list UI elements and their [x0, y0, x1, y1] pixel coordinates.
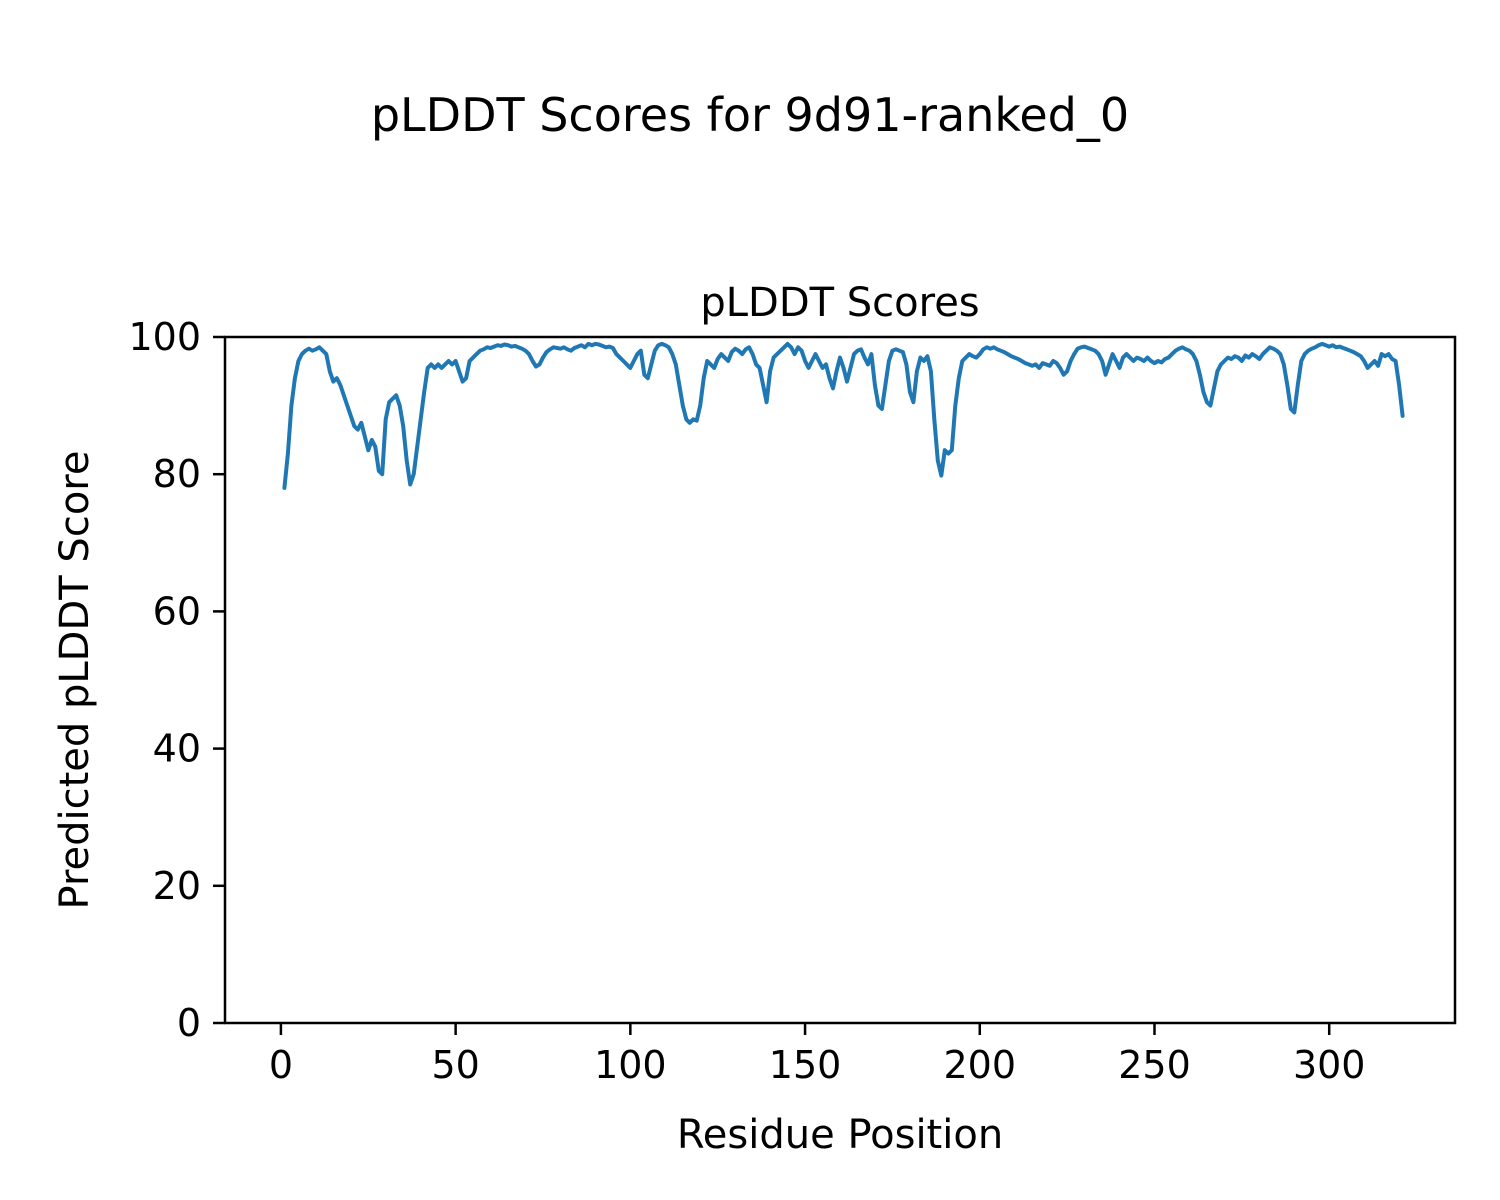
figure-suptitle: pLDDT Scores for 9d91-ranked_0	[370, 88, 1130, 142]
y-tick-label: 80	[153, 452, 201, 496]
y-tick-label: 60	[153, 589, 201, 633]
pLDDT-line	[282, 341, 1405, 490]
axes-title: pLDDT Scores	[700, 280, 980, 326]
x-tick-label: 150	[769, 1043, 842, 1087]
axes-spines	[223, 335, 1457, 1025]
y-tick-label: 0	[177, 1001, 201, 1045]
x-tick-label: 300	[1293, 1043, 1366, 1087]
y-tick-label: 100	[128, 315, 201, 359]
x-tick-label: 100	[594, 1043, 667, 1087]
x-axis-label: Residue Position	[676, 1112, 1004, 1158]
x-tick-label: 250	[1118, 1043, 1191, 1087]
x-tick-label: 50	[431, 1043, 479, 1087]
x-tick-label: 0	[269, 1043, 293, 1087]
y-tick-label: 40	[153, 727, 201, 771]
x-tick-label: 200	[944, 1043, 1017, 1087]
y-tick-label: 20	[153, 864, 201, 908]
